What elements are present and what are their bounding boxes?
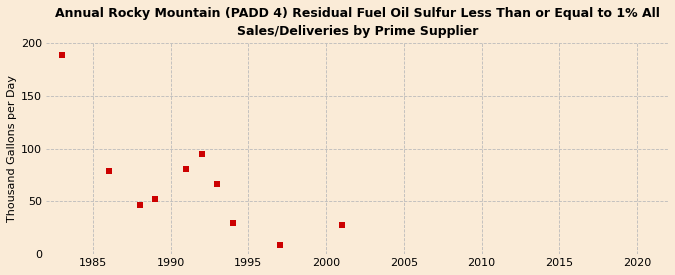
Y-axis label: Thousand Gallons per Day: Thousand Gallons per Day bbox=[7, 75, 17, 222]
Point bbox=[196, 152, 207, 156]
Point bbox=[57, 53, 68, 57]
Point bbox=[336, 223, 347, 228]
Point bbox=[103, 169, 114, 173]
Point bbox=[181, 166, 192, 171]
Point bbox=[274, 243, 285, 248]
Point bbox=[134, 203, 145, 208]
Point bbox=[150, 197, 161, 201]
Point bbox=[227, 221, 238, 226]
Title: Annual Rocky Mountain (PADD 4) Residual Fuel Oil Sulfur Less Than or Equal to 1%: Annual Rocky Mountain (PADD 4) Residual … bbox=[55, 7, 659, 38]
Point bbox=[212, 182, 223, 186]
